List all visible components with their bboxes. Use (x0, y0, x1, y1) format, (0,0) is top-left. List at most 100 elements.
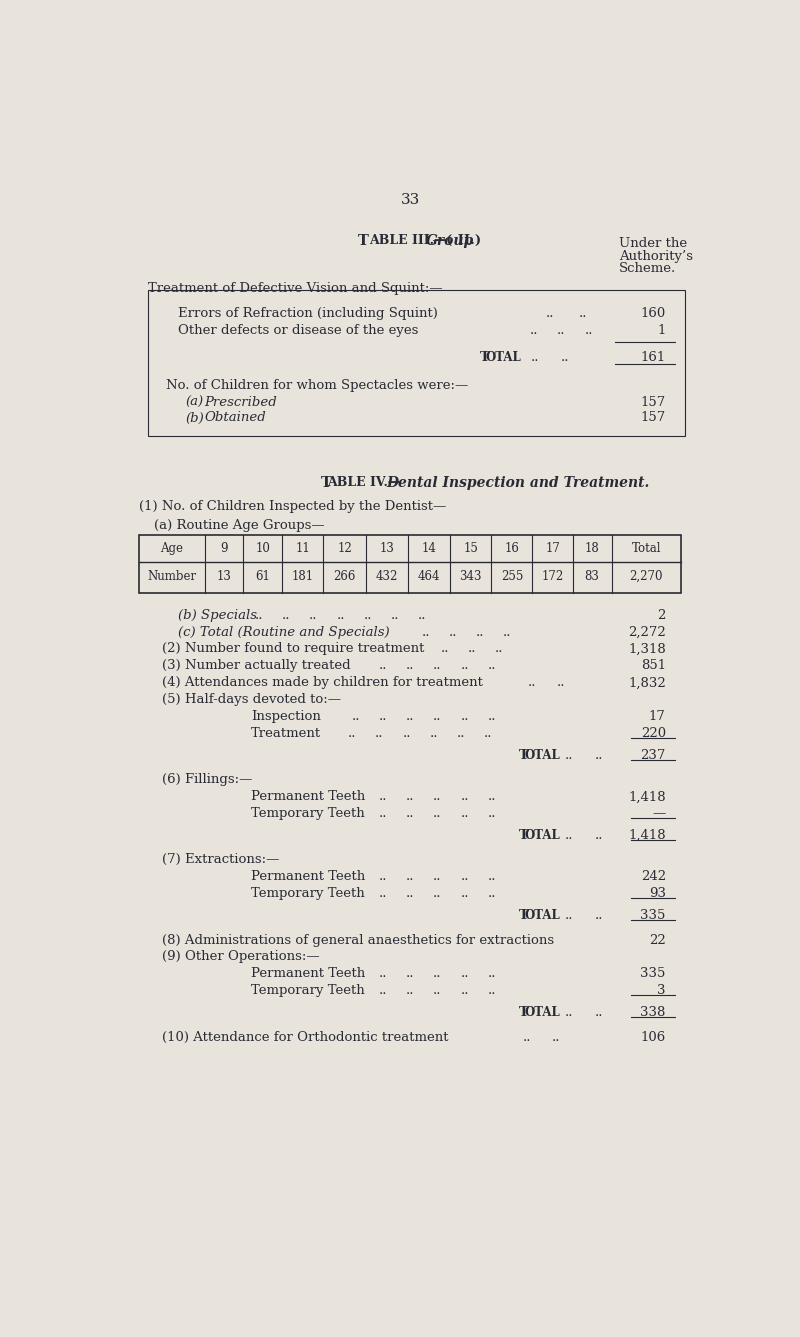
Text: 266: 266 (334, 570, 356, 583)
Text: 17: 17 (649, 710, 666, 723)
Text: ..: .. (487, 790, 496, 804)
Text: ..: .. (422, 626, 430, 639)
Text: ..: .. (531, 352, 539, 365)
Text: 2,270: 2,270 (630, 570, 663, 583)
Text: ..: .. (476, 626, 484, 639)
Text: ..: .. (460, 984, 469, 997)
Text: 106: 106 (641, 1031, 666, 1044)
Text: ..: .. (406, 710, 414, 723)
Text: 16: 16 (505, 543, 519, 555)
Text: Dental Inspection and Treatment.: Dental Inspection and Treatment. (386, 476, 650, 491)
Text: ..: .. (560, 352, 569, 365)
Text: 157: 157 (641, 396, 666, 409)
Text: ..: .. (434, 888, 442, 900)
Text: ABLE IV.—: ABLE IV.— (327, 476, 400, 489)
Text: ..: .. (579, 306, 587, 320)
Text: 464: 464 (418, 570, 441, 583)
Text: ..: .. (565, 909, 574, 923)
Text: Errors of Refraction (including Squint): Errors of Refraction (including Squint) (178, 306, 438, 320)
Text: ..: .. (487, 968, 496, 980)
Text: Temporary Teeth: Temporary Teeth (251, 984, 365, 997)
Text: 335: 335 (640, 909, 666, 923)
Text: ..: .. (434, 870, 442, 884)
Text: 9: 9 (220, 543, 228, 555)
Text: ..: .. (528, 677, 536, 690)
Text: (a): (a) (186, 396, 203, 409)
Text: 1,418: 1,418 (628, 790, 666, 804)
Text: 1,832: 1,832 (628, 677, 666, 690)
Text: (6) Fillings:—: (6) Fillings:— (162, 773, 252, 786)
Text: Age: Age (160, 543, 183, 555)
Text: 10: 10 (255, 543, 270, 555)
Text: ..: .. (406, 808, 414, 820)
Text: ..: .. (363, 608, 372, 622)
Text: 14: 14 (422, 543, 437, 555)
Text: ..: .. (310, 608, 318, 622)
Text: T: T (358, 234, 369, 247)
Text: ..: .. (487, 888, 496, 900)
Text: ..: .. (434, 790, 442, 804)
Text: 61: 61 (255, 570, 270, 583)
Text: ..: .. (390, 608, 399, 622)
Text: ..: .. (584, 325, 593, 337)
Text: Number: Number (147, 570, 196, 583)
Text: Other defects or disease of the eyes: Other defects or disease of the eyes (178, 325, 418, 337)
Text: 2,272: 2,272 (628, 626, 666, 639)
Text: ..: .. (434, 968, 442, 980)
Text: 83: 83 (585, 570, 599, 583)
Text: OTAL: OTAL (486, 352, 522, 365)
Text: Group: Group (426, 234, 474, 247)
Text: OTAL: OTAL (525, 749, 561, 762)
Text: ..: .. (457, 727, 465, 741)
Text: ..: .. (406, 968, 414, 980)
Text: 1,418: 1,418 (628, 829, 666, 842)
Text: Inspection: Inspection (251, 710, 321, 723)
Text: ..: .. (406, 888, 414, 900)
Text: ..: .. (522, 1031, 531, 1044)
Text: ..: .. (594, 909, 603, 923)
Text: 13: 13 (217, 570, 231, 583)
Text: 432: 432 (376, 570, 398, 583)
Text: Obtained: Obtained (205, 412, 266, 424)
Text: Temporary Teeth: Temporary Teeth (251, 888, 365, 900)
Text: —: — (653, 808, 666, 820)
Bar (148, 290, 685, 436)
Text: ..: .. (255, 608, 263, 622)
Text: (3) Number actually treated: (3) Number actually treated (162, 659, 350, 673)
Text: ..: .. (552, 1031, 560, 1044)
Text: ..: .. (460, 888, 469, 900)
Text: ..: .. (565, 829, 574, 842)
Text: 851: 851 (641, 659, 666, 673)
Text: ..: .. (530, 325, 538, 337)
Text: T: T (518, 909, 528, 923)
Text: 12: 12 (337, 543, 352, 555)
Text: T: T (518, 749, 528, 762)
Text: Permanent Teeth: Permanent Teeth (251, 790, 366, 804)
Text: 335: 335 (640, 968, 666, 980)
Text: 3: 3 (658, 984, 666, 997)
Text: 338: 338 (640, 1005, 666, 1019)
Text: ..: .. (379, 968, 387, 980)
Text: ..: .. (418, 608, 426, 622)
Text: OTAL: OTAL (525, 909, 561, 923)
Text: ..: .. (348, 727, 357, 741)
Text: (c) Total (Routine and Specials): (c) Total (Routine and Specials) (178, 626, 389, 639)
Text: Permanent Teeth: Permanent Teeth (251, 870, 366, 884)
Text: ..: .. (434, 710, 442, 723)
Text: (b) Specials: (b) Specials (178, 608, 257, 622)
Text: ..: .. (379, 984, 387, 997)
Text: 1,318: 1,318 (628, 643, 666, 655)
Text: 343: 343 (459, 570, 482, 583)
Text: ..: .. (406, 870, 414, 884)
Text: 161: 161 (641, 352, 666, 365)
Text: Under the: Under the (619, 238, 687, 250)
Text: ..: .. (379, 710, 387, 723)
Text: 33: 33 (400, 193, 420, 207)
Text: ..: .. (430, 727, 438, 741)
Text: ..: .. (503, 626, 511, 639)
Text: ..: .. (594, 749, 603, 762)
Text: ..: .. (434, 659, 442, 673)
Text: ..: .. (565, 749, 574, 762)
Text: Authority’s: Authority’s (619, 250, 694, 263)
Text: ..: .. (487, 870, 496, 884)
